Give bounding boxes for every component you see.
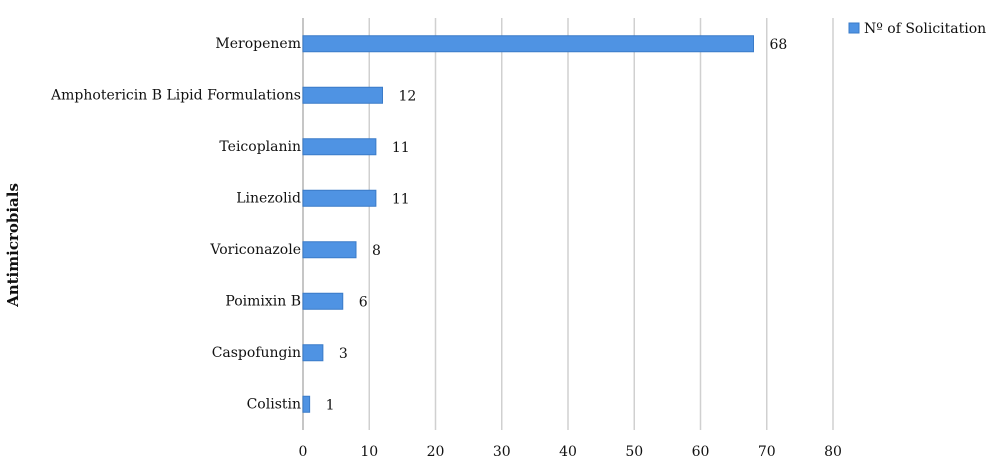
y-tick-label: Linezolid (236, 190, 301, 206)
x-tick-label: 40 (559, 444, 577, 460)
bar (302, 35, 754, 53)
y-tick-label: Amphotericin B Lipid Formulations (50, 87, 301, 103)
data-label: 6 (359, 294, 368, 310)
data-label: 68 (770, 37, 788, 53)
x-tick-label: 30 (493, 444, 511, 460)
x-tick-label: 60 (692, 444, 710, 460)
bar (302, 395, 311, 413)
bar (302, 292, 344, 310)
bar (302, 241, 357, 259)
data-label: 3 (339, 346, 348, 362)
data-label: 11 (392, 191, 410, 207)
y-tick-label: Meropenem (215, 36, 301, 52)
data-label: 12 (399, 88, 417, 104)
y-tick-label: Teicoplanin (219, 139, 301, 155)
x-tick-label: 10 (360, 444, 378, 460)
bar (302, 189, 377, 207)
legend-label: Nº of Solicitation (864, 21, 986, 37)
bar (302, 86, 383, 104)
x-tick-label: 50 (625, 444, 643, 460)
y-tick-label: Poimixin B (225, 293, 301, 309)
x-tick-label: 20 (427, 444, 445, 460)
data-label: 1 (326, 397, 335, 413)
x-tick-label: 0 (299, 444, 308, 460)
y-axis-label: Antimicrobials (4, 183, 22, 308)
y-tick-label: Colistin (247, 396, 301, 412)
data-label: 11 (392, 140, 410, 156)
data-label: 8 (372, 243, 381, 259)
y-tick-label: Caspofungin (212, 345, 301, 361)
bar (302, 138, 377, 156)
legend-swatch (848, 22, 860, 34)
y-tick-label: Voriconazole (209, 242, 301, 258)
x-tick-label: 80 (824, 444, 842, 460)
bar (302, 344, 324, 362)
x-tick-label: 70 (758, 444, 776, 460)
